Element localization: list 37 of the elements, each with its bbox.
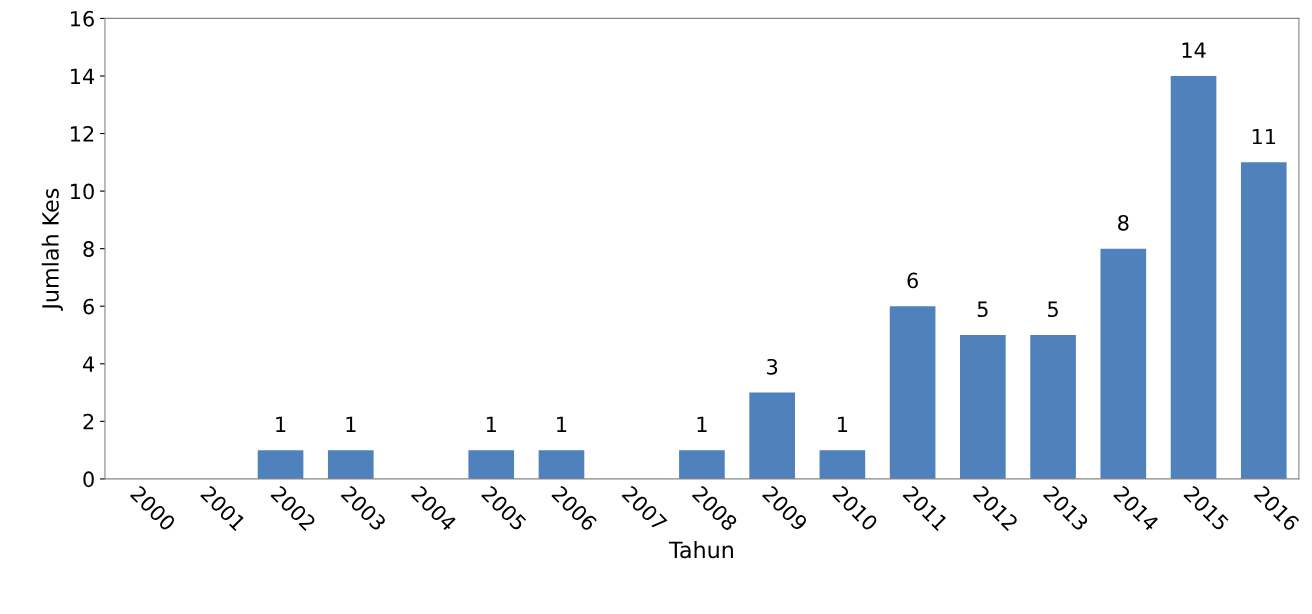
data-label: 1 bbox=[276, 416, 286, 432]
y-tick-label: 10 bbox=[71, 183, 94, 200]
bar bbox=[889, 306, 936, 479]
data-label: 1 bbox=[697, 416, 707, 432]
y-tick-label: 8 bbox=[83, 241, 94, 257]
y-tick-label: 6 bbox=[83, 298, 94, 315]
y-axis-title: Jumlah Kes bbox=[41, 188, 63, 311]
y-tick-label: 14 bbox=[71, 68, 95, 84]
bar bbox=[1100, 248, 1147, 479]
y-tick-label: 4 bbox=[83, 356, 95, 372]
y-tick-label: 0 bbox=[83, 471, 94, 488]
data-label: 8 bbox=[1118, 214, 1129, 231]
data-label: 11 bbox=[1252, 128, 1276, 145]
data-label: 5 bbox=[977, 301, 988, 318]
data-label: 1 bbox=[557, 416, 567, 432]
data-label: 5 bbox=[1048, 301, 1058, 318]
data-label: 6 bbox=[907, 272, 918, 289]
bar bbox=[538, 450, 585, 479]
bar bbox=[749, 392, 795, 479]
y-tick-label: 2 bbox=[83, 413, 94, 430]
bar bbox=[1170, 75, 1217, 479]
bar bbox=[257, 450, 304, 479]
bar bbox=[327, 450, 374, 479]
bar bbox=[960, 335, 1006, 479]
y-tick-label: 12 bbox=[71, 126, 94, 142]
bar bbox=[468, 450, 515, 479]
bar bbox=[1030, 335, 1076, 479]
data-label: 14 bbox=[1182, 42, 1206, 58]
y-tick-label: 16 bbox=[71, 10, 94, 27]
data-label: 1 bbox=[346, 416, 356, 432]
data-label: 3 bbox=[767, 358, 778, 375]
data-label: 1 bbox=[838, 416, 848, 432]
bar bbox=[1240, 162, 1287, 479]
bar bbox=[819, 450, 866, 479]
bar bbox=[679, 450, 725, 479]
x-axis-title: Tahun bbox=[668, 541, 733, 559]
data-label: 1 bbox=[486, 416, 496, 432]
